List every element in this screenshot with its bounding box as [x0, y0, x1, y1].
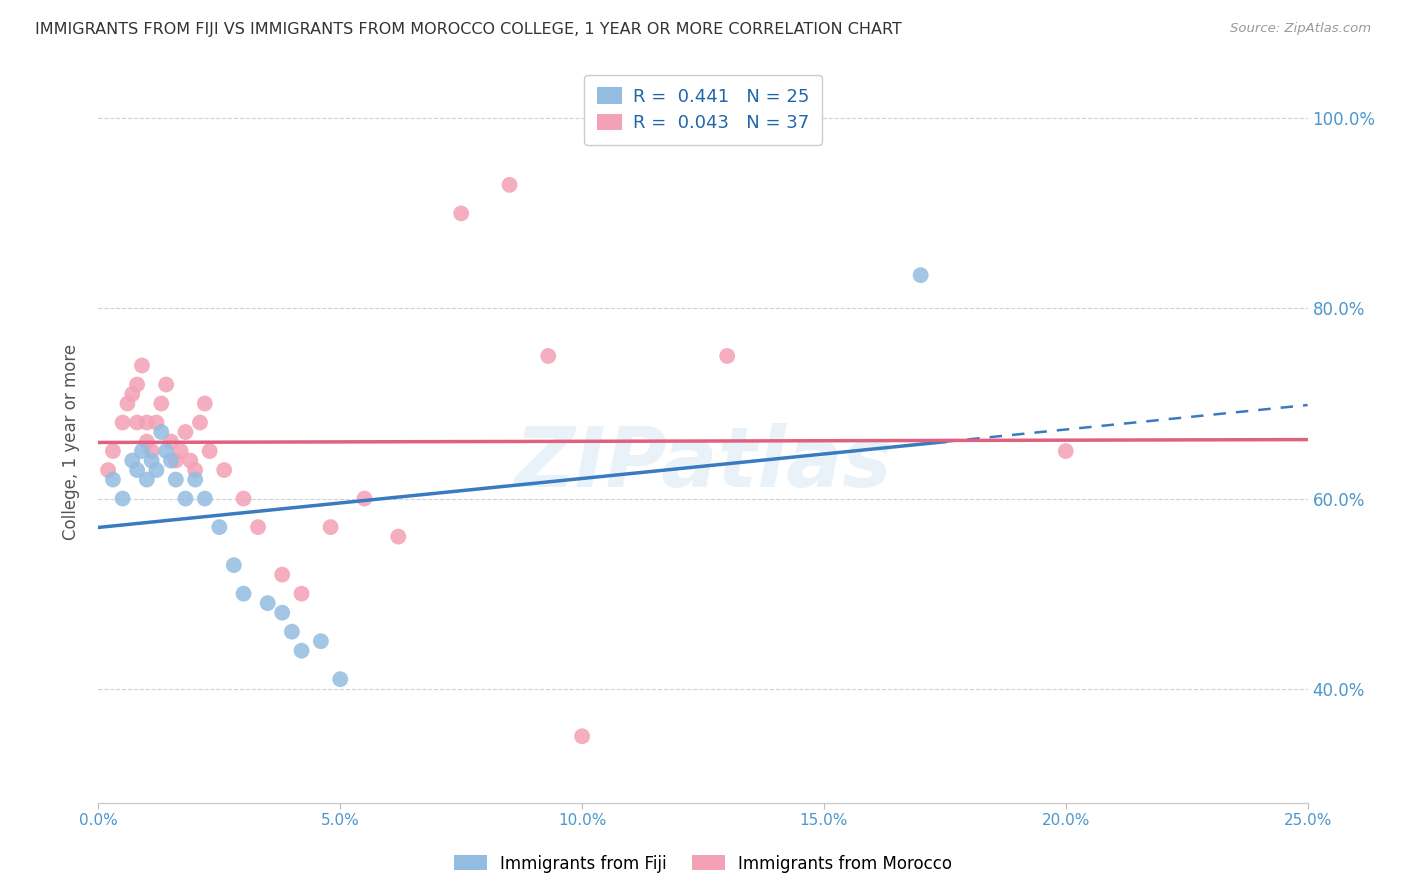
Point — [135, 434, 157, 449]
Point — [537, 349, 560, 363]
Point — [141, 444, 163, 458]
Point — [145, 416, 167, 430]
Point — [117, 396, 139, 410]
Point — [160, 453, 183, 467]
Point — [135, 473, 157, 487]
Point — [121, 453, 143, 467]
Legend: Immigrants from Fiji, Immigrants from Morocco: Immigrants from Fiji, Immigrants from Mo… — [447, 848, 959, 880]
Point — [97, 463, 120, 477]
Y-axis label: College, 1 year or more: College, 1 year or more — [62, 343, 80, 540]
Point — [256, 596, 278, 610]
Point — [184, 473, 207, 487]
Point — [910, 268, 932, 282]
Point — [1054, 444, 1077, 458]
Legend: R =  0.441   N = 25, R =  0.043   N = 37: R = 0.441 N = 25, R = 0.043 N = 37 — [583, 75, 823, 145]
Point — [198, 444, 221, 458]
Point — [222, 558, 245, 573]
Point — [353, 491, 375, 506]
Point — [155, 377, 177, 392]
Point — [281, 624, 304, 639]
Point — [194, 491, 217, 506]
Point — [169, 444, 191, 458]
Point — [194, 396, 217, 410]
Point — [571, 729, 593, 743]
Point — [271, 567, 294, 582]
Point — [232, 587, 254, 601]
Text: Source: ZipAtlas.com: Source: ZipAtlas.com — [1230, 22, 1371, 36]
Point — [174, 491, 197, 506]
Point — [150, 396, 173, 410]
Point — [290, 587, 312, 601]
Point — [184, 463, 207, 477]
Point — [101, 473, 124, 487]
Text: IMMIGRANTS FROM FIJI VS IMMIGRANTS FROM MOROCCO COLLEGE, 1 YEAR OR MORE CORRELAT: IMMIGRANTS FROM FIJI VS IMMIGRANTS FROM … — [35, 22, 903, 37]
Point — [716, 349, 738, 363]
Point — [135, 416, 157, 430]
Point — [232, 491, 254, 506]
Point — [150, 425, 173, 439]
Point — [290, 643, 312, 657]
Point — [165, 453, 187, 467]
Point — [101, 444, 124, 458]
Point — [145, 463, 167, 477]
Point — [212, 463, 235, 477]
Point — [131, 444, 153, 458]
Point — [179, 453, 201, 467]
Point — [141, 453, 163, 467]
Point — [174, 425, 197, 439]
Point — [247, 520, 270, 534]
Point — [319, 520, 342, 534]
Point — [111, 491, 134, 506]
Point — [155, 444, 177, 458]
Point — [127, 377, 149, 392]
Point — [160, 434, 183, 449]
Point — [188, 416, 211, 430]
Point — [450, 206, 472, 220]
Point — [498, 178, 520, 192]
Point — [131, 359, 153, 373]
Point — [165, 473, 187, 487]
Point — [111, 416, 134, 430]
Point — [127, 416, 149, 430]
Point — [121, 387, 143, 401]
Point — [271, 606, 294, 620]
Point — [127, 463, 149, 477]
Point — [329, 672, 352, 686]
Point — [309, 634, 332, 648]
Point — [208, 520, 231, 534]
Text: ZIPatlas: ZIPatlas — [515, 423, 891, 504]
Point — [387, 530, 409, 544]
